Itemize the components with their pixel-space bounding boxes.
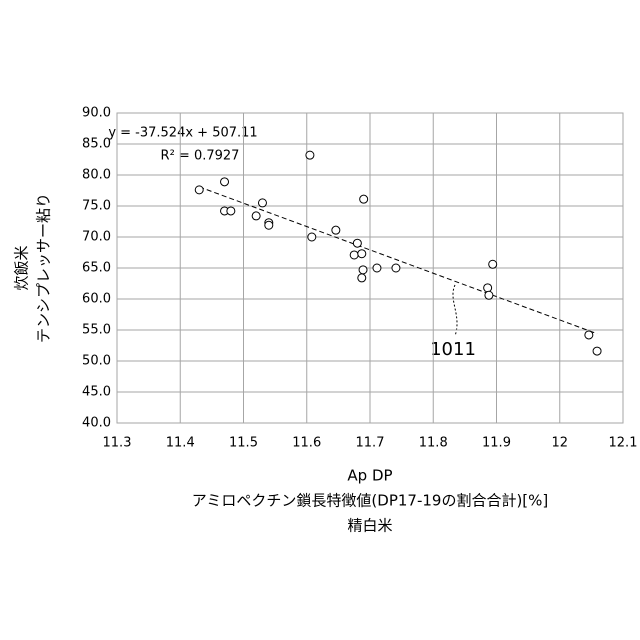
y-tick-label: 50.0 [82, 354, 111, 369]
x-tick-label: 11.8 [419, 436, 448, 451]
y-tick-label: 75.0 [82, 199, 111, 214]
point [195, 186, 203, 194]
trend-r2: R² = 0.7927 [161, 149, 240, 164]
point [332, 226, 340, 234]
point [353, 239, 361, 247]
y-tick-label: 55.0 [82, 323, 111, 338]
annotation: 1011 [430, 339, 476, 360]
y-tick-label: 45.0 [82, 385, 111, 400]
point [373, 264, 381, 272]
y-tick-label: 65.0 [82, 261, 111, 276]
point [265, 221, 273, 229]
y-tick-label: 70.0 [82, 230, 111, 245]
y-tick-label: 90.0 [82, 106, 111, 121]
x-tick-label: 12 [551, 436, 568, 451]
y-tick-label: 85.0 [82, 137, 111, 152]
x-tick-label: 11.4 [166, 436, 195, 451]
y-axis-label: 炊飯米 [13, 245, 31, 290]
x-tick-label: 11.3 [103, 436, 132, 451]
point [489, 260, 497, 268]
point [593, 347, 601, 355]
point [360, 195, 368, 203]
x-tick-label: 11.6 [292, 436, 321, 451]
point [221, 178, 229, 186]
point [359, 266, 367, 274]
y-axis-label: テンシプレッサー粘り [35, 193, 53, 343]
point [308, 233, 316, 241]
x-tick-label: 11.9 [482, 436, 511, 451]
x-tick-label: 11.5 [229, 436, 258, 451]
y-tick-label: 80.0 [82, 168, 111, 183]
background [0, 0, 640, 640]
point [484, 284, 492, 292]
point [350, 251, 358, 259]
x-tick-label: 12.1 [609, 436, 638, 451]
y-tick-label: 60.0 [82, 292, 111, 307]
x-axis-label: アミロペクチン鎖長特徴値(DP17-19の割合合計)[%] [192, 492, 549, 510]
point [306, 151, 314, 159]
x-axis-label: 精白米 [347, 517, 392, 535]
point [585, 331, 593, 339]
point [392, 264, 400, 272]
x-axis-label: Ap DP [347, 467, 392, 485]
point [258, 199, 266, 207]
point [358, 274, 366, 282]
x-tick-label: 11.7 [356, 436, 385, 451]
point [358, 250, 366, 258]
trend-equation: y = -37.524x + 507.11 [108, 126, 257, 141]
point [227, 207, 235, 215]
point [252, 212, 260, 220]
point [485, 291, 493, 299]
chart: y = -37.524x + 507.11 R² = 0.7927 1011 4… [0, 0, 640, 640]
y-tick-label: 40.0 [82, 416, 111, 431]
